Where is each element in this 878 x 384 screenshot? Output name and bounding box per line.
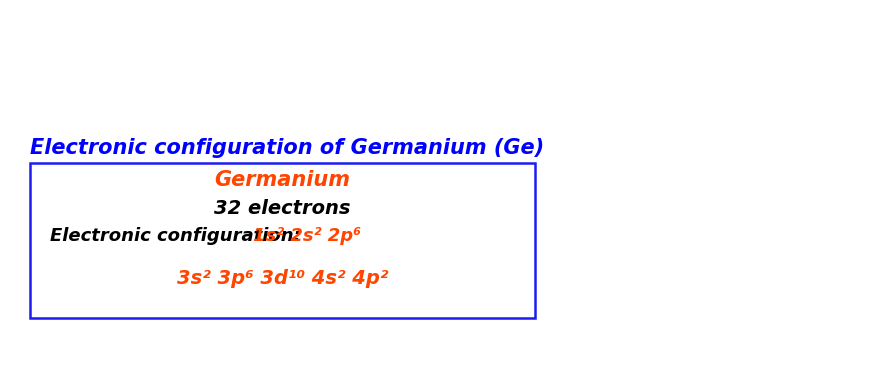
- Bar: [30, 163, 535, 318]
- Text: Electronic configuration of Germanium (Ge): Electronic configuration of Germanium (G…: [30, 138, 543, 158]
- Text: 32 electrons: 32 electrons: [214, 199, 350, 217]
- Text: Electronic configuration:: Electronic configuration:: [50, 227, 306, 245]
- Text: 3s² 3p⁶ 3d¹⁰ 4s² 4p²: 3s² 3p⁶ 3d¹⁰ 4s² 4p²: [176, 268, 388, 288]
- Text: 1s² 2s² 2p⁶: 1s² 2s² 2p⁶: [253, 227, 361, 245]
- Text: Germanium: Germanium: [214, 170, 350, 190]
